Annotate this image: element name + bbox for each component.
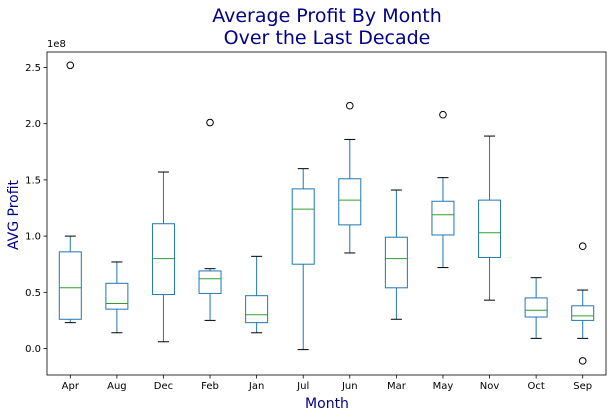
x-tick-label: Jan (248, 381, 264, 392)
outlier-point (439, 110, 447, 119)
y-tick-label: 1.5 (25, 175, 41, 186)
plot-area: 0.0 0.5 1.0 1.5 2.0 2.5 Apr Aug Dec Feb Jan Jul Jun M… (25, 51, 607, 392)
y-axis-label: AVG Profit (6, 179, 22, 250)
x-axis-label: Month (305, 396, 349, 412)
box-iqr (198, 270, 222, 294)
box-iqr (105, 282, 129, 310)
y-tick-label: 2.0 (25, 119, 41, 130)
plot-frame (46, 51, 607, 376)
x-tick-label: Mar (387, 381, 407, 392)
outlier-point (578, 357, 587, 365)
x-tick-label: Feb (201, 381, 219, 392)
x-tick-label: May (433, 381, 454, 392)
y-tick-label: 0.0 (25, 344, 41, 355)
box-iqr (245, 295, 269, 324)
y-tick-label: 1.0 (25, 232, 41, 243)
x-tick-label: Jun (341, 381, 358, 392)
box-iqr (151, 223, 175, 296)
chart-title-line2: Over the Last Decade (224, 27, 431, 49)
box-iqr (524, 297, 548, 318)
x-tick-label: Sep (573, 381, 592, 392)
box-iqr (478, 199, 502, 258)
y-tick-label: 0.5 (25, 288, 41, 299)
outlier-point (206, 118, 214, 127)
box-iqr (431, 200, 455, 236)
y-axis-offset-label: 1e8 (47, 39, 66, 50)
x-tick-label: Oct (527, 381, 544, 392)
y-tick-label: 2.5 (25, 63, 41, 74)
x-tick-label: Apr (62, 381, 80, 392)
box-iqr (571, 305, 595, 321)
outlier-point (345, 101, 354, 110)
x-tick-label: Jul (296, 381, 309, 392)
box-iqr (384, 236, 408, 289)
outlier-point (66, 61, 75, 70)
x-tick-label: Nov (480, 381, 500, 392)
x-tick-label: Aug (107, 381, 127, 392)
chart-title-line1: Average Profit By Month (212, 5, 442, 27)
box-iqr (338, 178, 362, 226)
outlier-point (578, 242, 587, 251)
box-iqr (58, 251, 82, 320)
box-iqr (291, 188, 315, 265)
x-tick-label: Dec (154, 381, 173, 392)
